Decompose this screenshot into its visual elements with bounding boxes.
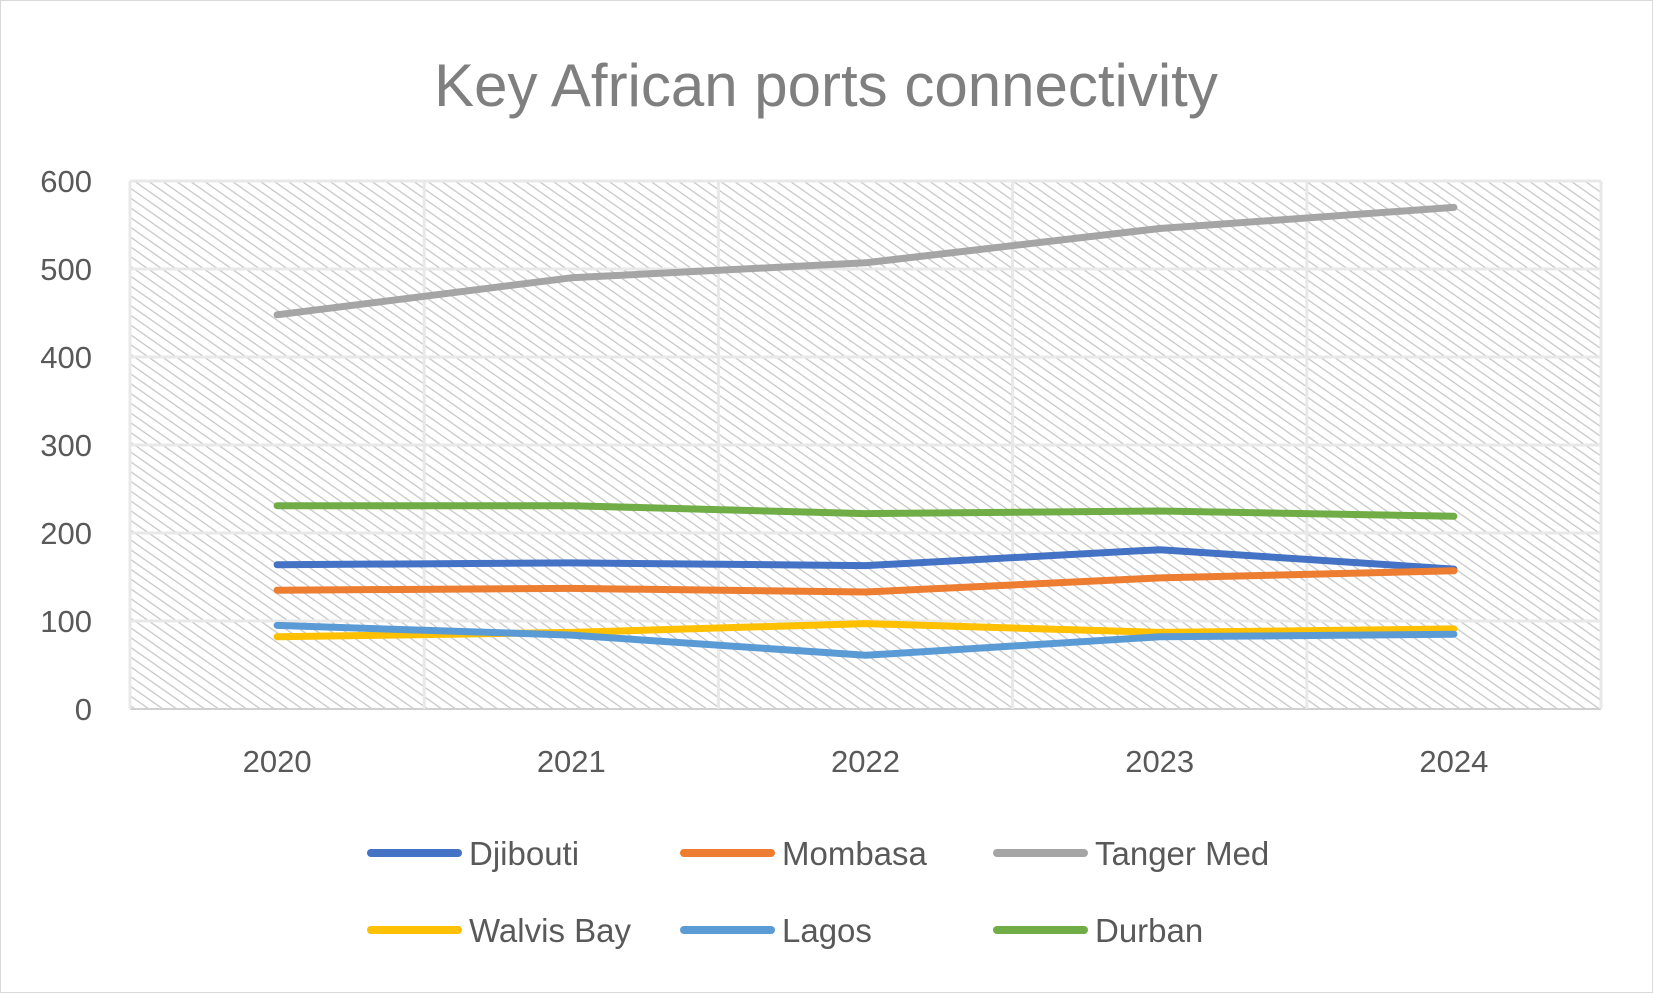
series-line-lagos	[273, 621, 1458, 659]
y-tick-label-2: 200	[40, 516, 92, 551]
legend-label-lagos: Lagos	[782, 912, 872, 949]
y-tick-label-3: 300	[40, 428, 92, 463]
legend-label-djibouti: Djibouti	[469, 835, 579, 872]
legend-label-walvis-bay: Walvis Bay	[469, 912, 631, 949]
legend: Djibouti Mombasa Tanger Med Walvis Bay Lagos…	[367, 835, 1269, 949]
legend-label-durban: Durban	[1095, 912, 1203, 949]
legend-label-mombasa: Mombasa	[782, 835, 928, 872]
y-tick-label-5: 500	[40, 252, 92, 287]
y-tick-label-4: 400	[40, 340, 92, 375]
series-lines	[273, 203, 1458, 659]
x-tick-label-4: 2024	[1419, 744, 1488, 779]
y-tick-label-6: 600	[40, 164, 92, 199]
legend-item-djibouti: Djibouti	[367, 835, 579, 872]
series-line-tanger-med	[273, 203, 1458, 319]
legend-item-tanger-med: Tanger Med	[993, 835, 1269, 872]
x-tick-label-2: 2022	[831, 744, 900, 779]
y-tick-label-1: 100	[40, 604, 92, 639]
x-axis: 2020 2021 2022 2023 2024	[243, 744, 1489, 779]
legend-label-tanger-med: Tanger Med	[1095, 835, 1269, 872]
x-tick-label-3: 2023	[1125, 744, 1194, 779]
legend-item-walvis-bay: Walvis Bay	[367, 912, 631, 949]
y-axis: 0 100 200 300 400 500 600	[40, 164, 92, 727]
x-tick-label-0: 2020	[243, 744, 312, 779]
chart-title: Key African ports connectivity	[434, 52, 1218, 119]
y-tick-label-0: 0	[75, 692, 92, 727]
series-line-djibouti	[273, 546, 1458, 573]
legend-item-lagos: Lagos	[680, 912, 872, 949]
legend-item-mombasa: Mombasa	[680, 835, 928, 872]
gridlines	[128, 179, 1603, 710]
legend-item-durban: Durban	[993, 912, 1203, 949]
series-line-mombasa	[273, 567, 1458, 596]
series-line-durban	[273, 502, 1458, 520]
x-tick-label-1: 2021	[537, 744, 606, 779]
